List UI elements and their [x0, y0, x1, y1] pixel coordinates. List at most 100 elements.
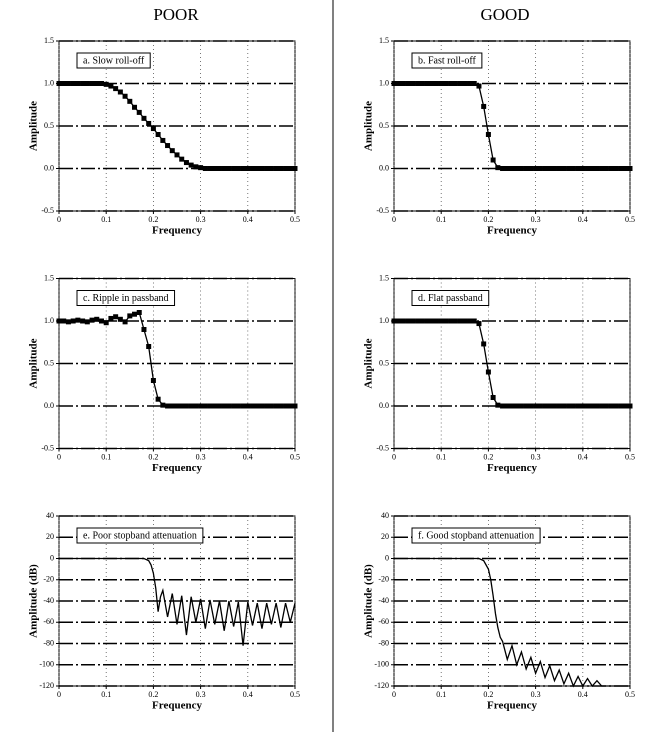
- x-tick-label: 0.2: [148, 452, 158, 461]
- x-tick-label: 0: [392, 690, 396, 699]
- data-marker: [599, 403, 605, 409]
- data-marker: [283, 403, 289, 409]
- y-axis-label: Amplitude (dB): [363, 564, 375, 638]
- data-marker: [443, 318, 449, 324]
- data-marker: [476, 321, 482, 327]
- y-tick-label: 0.5: [379, 358, 389, 367]
- data-marker: [188, 162, 194, 168]
- data-marker: [283, 166, 289, 171]
- y-tick-label: -20: [43, 575, 54, 584]
- data-marker: [264, 166, 270, 171]
- data-marker: [448, 81, 454, 86]
- data-marker: [108, 315, 114, 321]
- data-marker: [618, 166, 624, 171]
- data-marker: [84, 319, 90, 325]
- annotation-box: [411, 52, 483, 69]
- data-marker: [98, 318, 104, 324]
- data-marker: [467, 318, 473, 324]
- data-marker: [165, 143, 171, 149]
- data-marker: [485, 369, 491, 375]
- data-marker: [589, 166, 595, 171]
- y-tick-label: 0.0: [379, 163, 389, 172]
- x-tick-label: 0.1: [436, 215, 446, 224]
- data-marker: [287, 166, 293, 171]
- data-marker: [415, 318, 421, 324]
- x-tick-label: 0: [57, 690, 61, 699]
- data-marker: [174, 403, 180, 409]
- y-tick-label: 0.0: [379, 401, 389, 410]
- y-axis-label: Amplitude: [363, 101, 375, 151]
- data-marker: [504, 403, 510, 409]
- data-marker: [216, 166, 222, 171]
- data-marker: [570, 166, 576, 171]
- data-marker: [575, 166, 581, 171]
- data-marker: [580, 403, 586, 409]
- x-tick-label: 0.2: [148, 690, 158, 699]
- x-axis-label: Frequency: [152, 700, 202, 712]
- data-marker: [528, 166, 534, 171]
- data-marker: [150, 378, 156, 383]
- data-marker: [405, 318, 411, 324]
- y-tick-label: -20: [378, 575, 389, 584]
- data-marker: [523, 403, 529, 409]
- data-marker: [122, 319, 128, 325]
- data-marker: [56, 81, 62, 86]
- data-marker: [198, 165, 204, 171]
- x-axis-label: Frequency: [152, 225, 202, 237]
- data-marker: [207, 403, 213, 409]
- data-marker: [585, 166, 591, 171]
- data-marker: [462, 81, 468, 86]
- data-marker: [481, 103, 487, 109]
- data-marker: [278, 166, 284, 171]
- data-marker: [561, 166, 567, 171]
- data-marker: [400, 318, 406, 324]
- data-marker: [146, 344, 152, 349]
- data-marker: [551, 166, 557, 171]
- data-marker: [287, 403, 293, 409]
- x-tick-label: 0.4: [578, 690, 588, 699]
- y-tick-label: 1.5: [379, 273, 389, 282]
- x-tick-label: 0.1: [436, 690, 446, 699]
- data-marker: [509, 403, 515, 409]
- data-marker: [169, 403, 175, 409]
- data-marker: [113, 86, 119, 92]
- data-marker: [551, 403, 557, 409]
- y-axis-label: Amplitude (dB): [28, 564, 40, 638]
- data-marker: [561, 403, 567, 409]
- data-marker: [65, 81, 71, 86]
- data-marker: [245, 403, 251, 409]
- chart-panel: 0 0.1 0.2 0.3 0.4 0.5 1.5 1.0 0.5 0.0 -0.5 Frequenc…: [28, 273, 300, 474]
- data-marker: [155, 132, 161, 137]
- data-marker: [391, 318, 397, 324]
- data-marker: [174, 152, 180, 158]
- x-tick-label: 0.2: [483, 452, 493, 461]
- x-tick-label: 0.5: [625, 690, 635, 699]
- data-marker: [103, 81, 109, 87]
- x-axis-label: Frequency: [487, 700, 537, 712]
- x-tick-label: 0.4: [578, 215, 588, 224]
- data-marker: [94, 81, 100, 86]
- data-marker: [585, 403, 591, 409]
- data-marker: [61, 81, 67, 86]
- data-marker: [146, 120, 152, 126]
- data-marker: [613, 166, 619, 171]
- data-marker: [603, 403, 609, 409]
- annotation-box: [76, 52, 151, 69]
- data-marker: [504, 166, 510, 171]
- x-tick-label: 0.3: [531, 215, 541, 224]
- data-marker: [594, 403, 600, 409]
- chart-panel: 0 0.1 0.2 0.3 0.4 0.5 1.5 1.0 0.5 0.0 -0.5 Frequenc…: [363, 36, 635, 237]
- data-marker: [570, 403, 576, 409]
- data-marker: [448, 318, 454, 324]
- y-tick-label: -80: [43, 638, 54, 647]
- data-marker: [259, 403, 265, 409]
- data-marker: [273, 166, 279, 171]
- data-marker: [514, 403, 520, 409]
- data-marker: [608, 166, 614, 171]
- data-marker: [391, 81, 397, 86]
- data-marker: [268, 166, 274, 171]
- x-tick-label: 0.5: [290, 690, 300, 699]
- data-marker: [212, 166, 218, 171]
- y-tick-label: 20: [46, 532, 54, 541]
